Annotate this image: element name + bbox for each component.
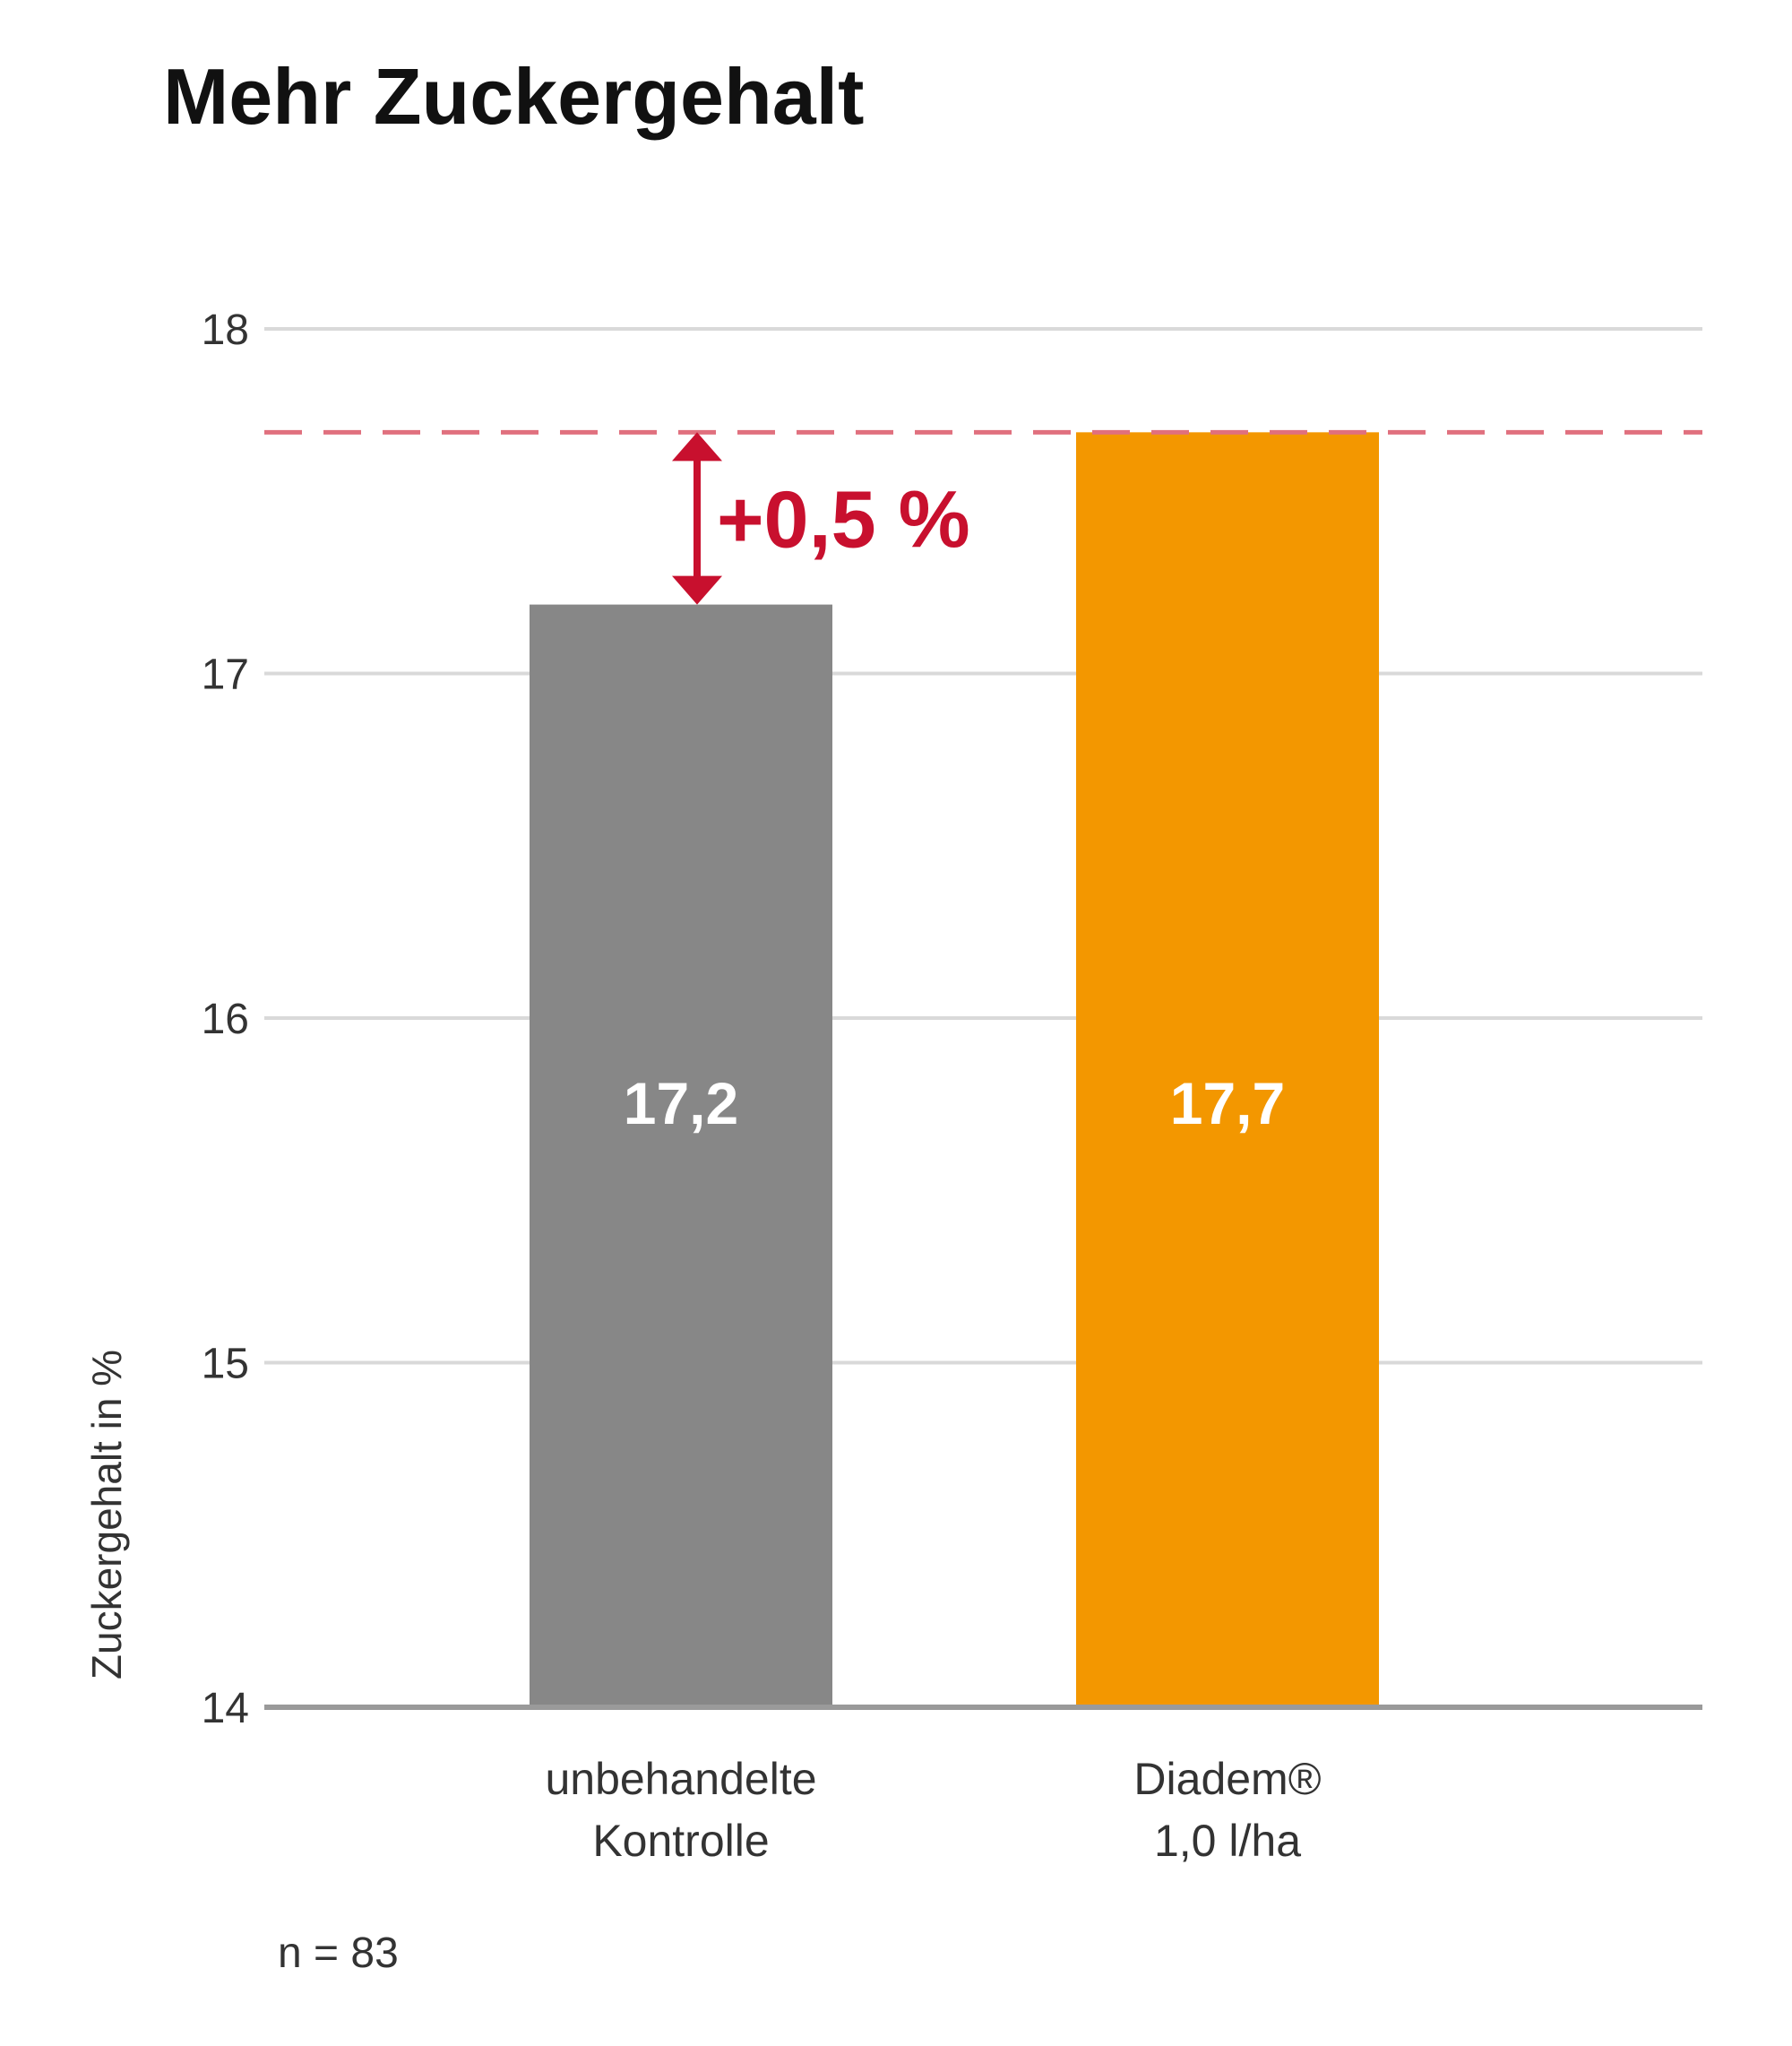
bar-2 bbox=[1076, 432, 1379, 1708]
difference-label: +0,5 % bbox=[717, 475, 970, 565]
chart-title: Mehr Zuckergehalt bbox=[163, 52, 864, 141]
sample-size-note: n = 83 bbox=[278, 1929, 399, 1977]
y-tick-label: 17 bbox=[202, 652, 249, 699]
y-axis-label: Zuckergehalt in % bbox=[83, 1350, 130, 1679]
y-tick-label: 18 bbox=[202, 306, 249, 354]
bars bbox=[530, 432, 1379, 1708]
arrow-head-up bbox=[672, 432, 722, 462]
difference-arrow bbox=[672, 432, 722, 605]
x-axis-category-labels: unbehandelte Kontrolle Diadem® 1,0 l/ha bbox=[545, 1754, 1321, 1866]
bar-value-label: 17,7 bbox=[1170, 1070, 1285, 1136]
x-tick-label: Diadem® bbox=[1133, 1754, 1321, 1804]
bar-value-labels: 17,2 17,7 bbox=[624, 1070, 1285, 1136]
arrow-head-down bbox=[672, 575, 722, 605]
bar-value-label: 17,2 bbox=[624, 1070, 738, 1136]
y-tick-label: 16 bbox=[202, 996, 249, 1043]
x-tick-label: unbehandelte bbox=[545, 1754, 816, 1804]
y-axis-ticks: 14 15 16 17 18 bbox=[202, 306, 249, 1732]
bar-1 bbox=[530, 604, 832, 1707]
x-tick-label: 1,0 l/ha bbox=[1154, 1816, 1301, 1866]
gridlines bbox=[264, 327, 1702, 1365]
y-tick-label: 14 bbox=[202, 1685, 249, 1732]
x-tick-label: Kontrolle bbox=[592, 1816, 769, 1866]
y-tick-label: 15 bbox=[202, 1341, 249, 1388]
